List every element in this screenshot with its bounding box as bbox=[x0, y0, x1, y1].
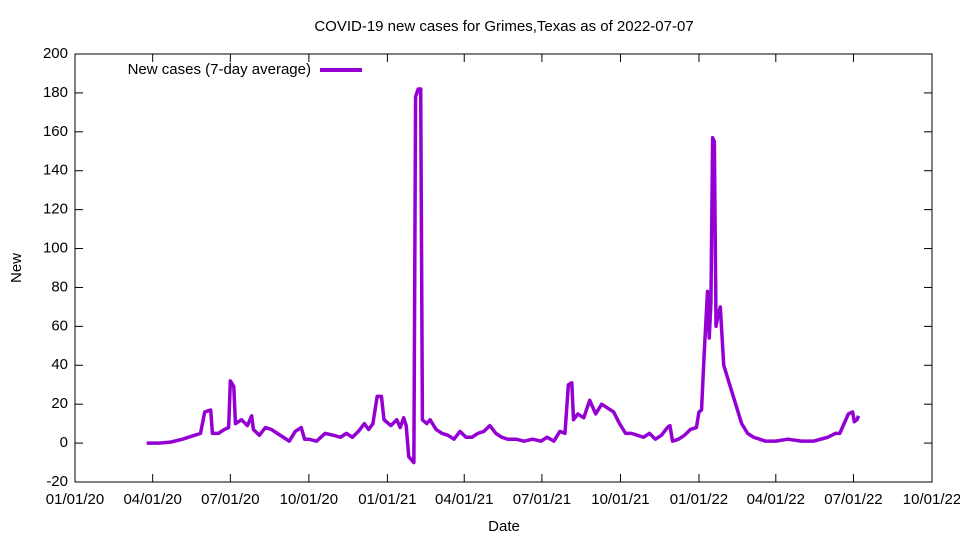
x-tick-label: 10/01/20 bbox=[280, 491, 338, 508]
y-tick-label: 0 bbox=[60, 434, 68, 451]
x-tick-label: 01/01/20 bbox=[46, 491, 104, 508]
legend-label: New cases (7-day average) bbox=[128, 61, 311, 78]
y-tick-label: 20 bbox=[51, 395, 68, 412]
plot-border bbox=[74, 53, 933, 483]
x-tick-label: 10/01/21 bbox=[591, 491, 649, 508]
y-tick-label: -20 bbox=[46, 473, 68, 490]
y-tick-label: 40 bbox=[51, 356, 68, 373]
y-tick-label: 60 bbox=[51, 317, 68, 334]
y-tick-label: 160 bbox=[43, 123, 68, 140]
y-tick-label: 180 bbox=[43, 84, 68, 101]
chart-title: COVID-19 new cases for Grimes,Texas as o… bbox=[314, 18, 693, 35]
y-tick-label: 80 bbox=[51, 278, 68, 295]
x-tick-label: 07/01/22 bbox=[824, 491, 882, 508]
x-tick-label: 01/01/22 bbox=[670, 491, 728, 508]
x-tick-label: 04/01/21 bbox=[435, 491, 493, 508]
y-tick-label: 100 bbox=[43, 240, 68, 257]
y-tick-label: 140 bbox=[43, 162, 68, 179]
x-tick-label: 01/01/21 bbox=[358, 491, 416, 508]
x-axis-label: Date bbox=[488, 518, 520, 535]
y-axis-label: New bbox=[8, 253, 25, 283]
y-tick-label: 120 bbox=[43, 201, 68, 218]
x-tick-label: 07/01/20 bbox=[201, 491, 259, 508]
x-tick-label: 10/01/22 bbox=[903, 491, 960, 508]
x-tick-label: 07/01/21 bbox=[513, 491, 571, 508]
x-tick-label: 04/01/22 bbox=[747, 491, 805, 508]
x-tick-label: 04/01/20 bbox=[123, 491, 181, 508]
series-line bbox=[146, 87, 861, 465]
y-tick-label: 200 bbox=[43, 45, 68, 62]
